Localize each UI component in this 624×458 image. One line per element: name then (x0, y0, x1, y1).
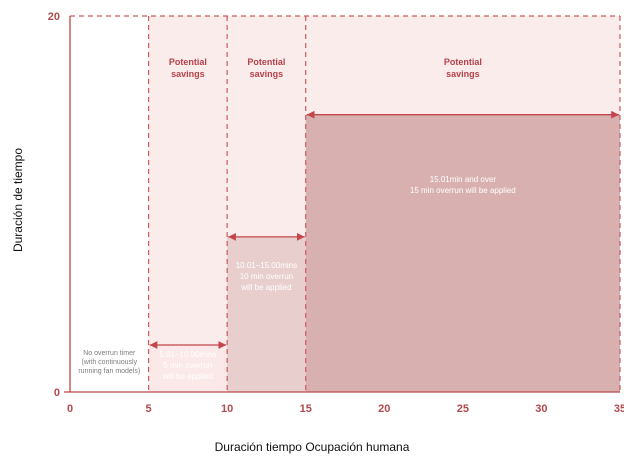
band-label-2-line: 10 min overrun (240, 272, 293, 281)
band-label-3-line: 15 min overrun will be applied (410, 186, 516, 195)
overrun-band-3 (305, 114, 620, 392)
potential-savings-label-2-line: Potential (247, 57, 285, 67)
x-tick-label-0: 0 (67, 403, 73, 415)
band-label-2: 10.01–15.00mins 10 min overrun will be app… (236, 261, 297, 292)
band-label-3: 15.01min and over 15 min overrun will be … (410, 175, 516, 195)
y-tick-label-0: 0 (54, 387, 60, 399)
y-axis-label-text: Duración de tiempo (11, 147, 25, 253)
x-tick-label-30: 30 (535, 403, 547, 415)
band-label-1: 5.01–10.00mins 5 min overrun will be appli… (159, 350, 216, 381)
band-label-0-line: running fan models) (78, 368, 140, 375)
x-tick-label-25: 25 (457, 403, 469, 415)
band-label-2-line: will be applied (240, 283, 291, 292)
x-axis-label: Duración tiempo Ocupación humana (214, 440, 410, 454)
x-tick-label-10: 10 (221, 403, 233, 415)
potential-savings-label-3-line: savings (446, 69, 480, 79)
band-label-1-line: 5 min overrun (163, 361, 212, 370)
band-label-1-line: 5.01–10.00mins (159, 350, 216, 359)
y-tick-label-20: 20 (48, 11, 60, 23)
x-tick-label-5: 5 (146, 403, 152, 415)
potential-savings-label-2-line: savings (250, 69, 284, 79)
potential-savings-label-1: Potential savings (169, 57, 207, 79)
band-label-3-line: 15.01min and over (430, 175, 497, 184)
x-tick-label-15: 15 (300, 403, 312, 415)
savings-region-1 (148, 16, 228, 392)
band-label-2-line: 10.01–15.00mins (236, 261, 297, 270)
potential-savings-label-1-line: Potential (169, 57, 207, 67)
band-label-0-line: (with continuously (81, 359, 137, 366)
band-label-1-line: will be applied (162, 372, 213, 381)
potential-savings-label-2: Potential savings (247, 57, 285, 79)
overrun-band-1 (148, 345, 228, 392)
x-tick-label-20: 20 (378, 403, 390, 415)
x-tick-label-35: 35 (614, 403, 624, 415)
y-axis-label: Duración de tiempo (6, 100, 30, 300)
band-label-0: No overrun timer (with continuously runnin… (78, 350, 140, 375)
overrun-band-2 (227, 236, 306, 392)
potential-savings-label-3: Potential savings (444, 57, 482, 79)
potential-savings-label-1-line: savings (171, 69, 205, 79)
band-label-0-line: No overrun timer (83, 350, 136, 357)
potential-savings-label-3-line: Potential (444, 57, 482, 67)
